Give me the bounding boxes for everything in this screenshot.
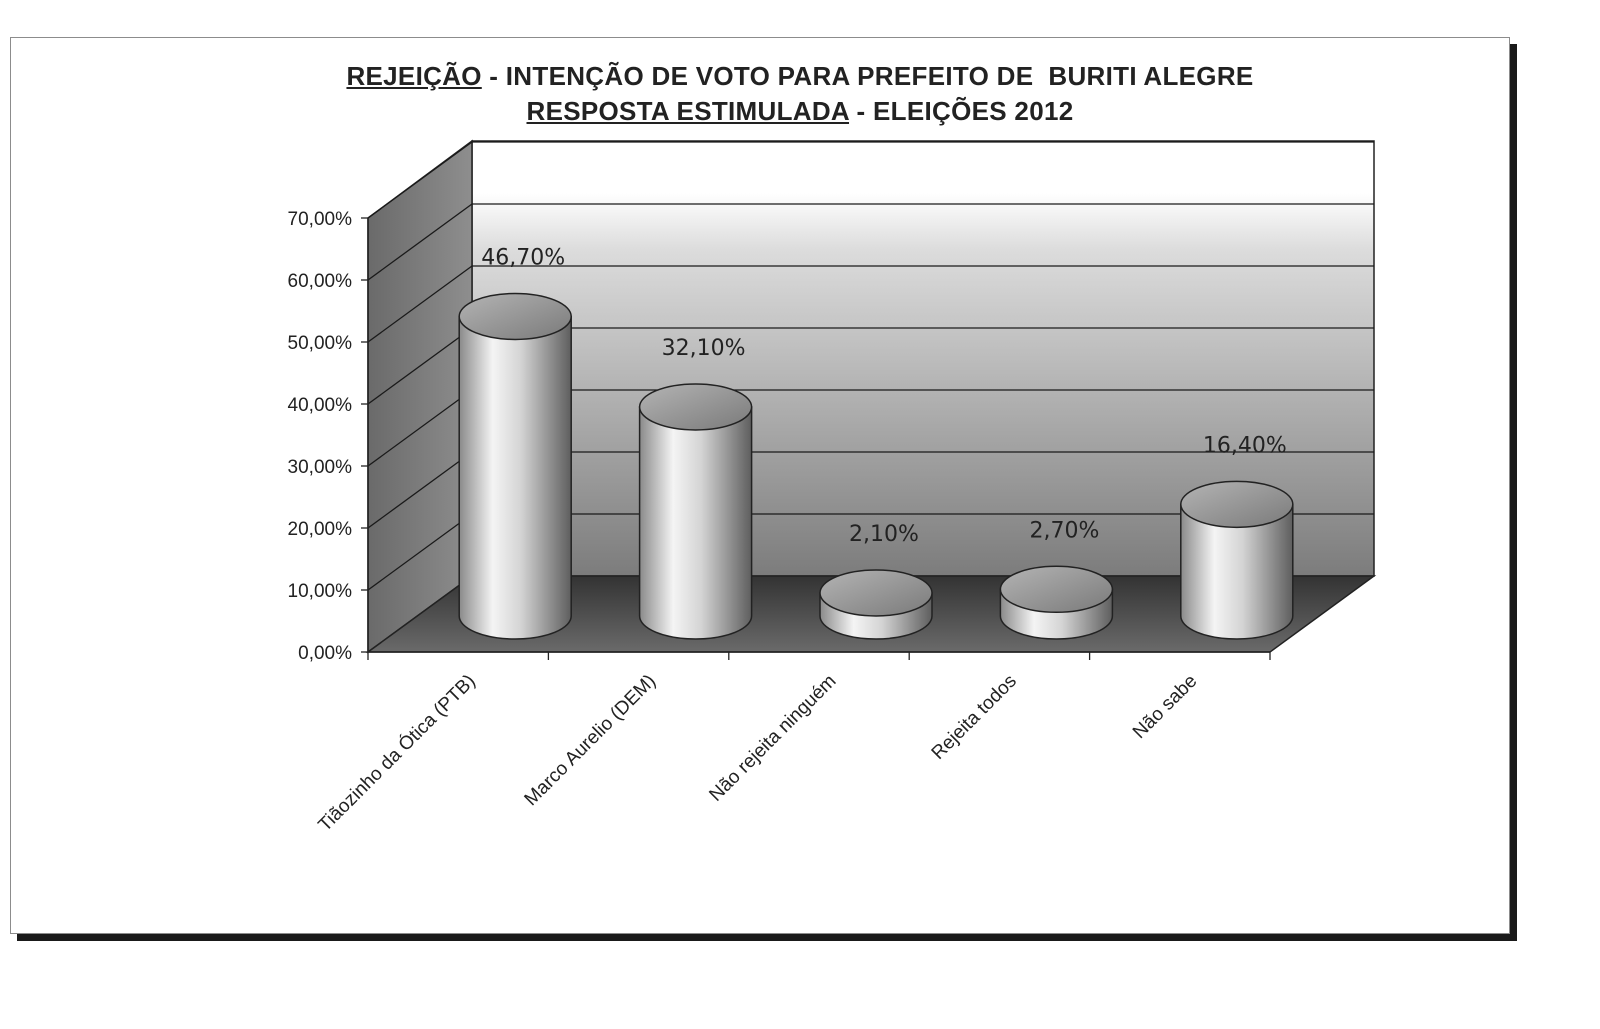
bar-cylinder <box>638 383 753 640</box>
category-label: Marco Aurelio (DEM) <box>521 671 661 811</box>
category-label: Não sabe <box>1129 671 1201 743</box>
data-label: 2,70% <box>1029 518 1099 543</box>
y-tick-label: 30,00% <box>288 457 353 478</box>
bar-top <box>999 565 1114 614</box>
title-line-2-text: - ELEIÇÕES 2012 <box>849 96 1074 126</box>
bar-cylinder <box>819 569 933 640</box>
gridline-side <box>367 203 473 281</box>
side-wall <box>367 139 473 654</box>
y-tick-label: 60,00% <box>288 271 353 292</box>
subtitle-underlined-phrase: RESPOSTA ESTIMULADA <box>526 96 850 126</box>
title-underlined-word: REJEIÇÃO <box>346 61 482 91</box>
gridline-side <box>367 141 473 219</box>
bar-top <box>1180 480 1294 529</box>
category-label: Tiãozinho da Ótica (PTB) <box>314 670 480 836</box>
data-label: 16,40% <box>1203 433 1287 458</box>
y-tick-label: 70,00% <box>288 209 353 230</box>
bar-top <box>819 569 933 617</box>
gridline-side <box>367 265 473 343</box>
gridline-side <box>367 389 473 467</box>
bar-top <box>458 292 572 341</box>
y-tick-label: 40,00% <box>288 395 353 416</box>
bar-cylinder <box>999 565 1114 640</box>
bar-body <box>458 315 572 640</box>
category-label: Rejeita todos <box>928 671 1021 764</box>
title-line-1-text: - INTENÇÃO DE VOTO PARA PREFEITO DE BURI… <box>481 61 1254 91</box>
bar-cylinder <box>458 292 572 640</box>
y-tick-label: 10,00% <box>288 581 353 602</box>
gridline-side <box>367 513 473 591</box>
chart-title-line-2: RESPOSTA ESTIMULADA - ELEIÇÕES 2012 <box>0 96 1600 127</box>
category-label: Não rejeita ninguém <box>705 671 840 806</box>
y-tick-label: 20,00% <box>288 519 353 540</box>
gridline-side <box>367 327 473 405</box>
y-tick-label: 0,00% <box>298 643 352 664</box>
bar-body <box>1180 503 1294 640</box>
bar-cylinder <box>1180 480 1294 640</box>
gridline-side <box>367 451 473 529</box>
y-tick-label: 50,00% <box>288 333 353 354</box>
bar-body <box>638 406 753 640</box>
data-label: 32,10% <box>662 336 746 361</box>
data-label: 46,70% <box>481 245 565 270</box>
data-label: 2,10% <box>849 522 919 547</box>
bar-top <box>638 383 753 431</box>
chart-title-line-1: REJEIÇÃO - INTENÇÃO DE VOTO PARA PREFEIT… <box>0 61 1600 92</box>
